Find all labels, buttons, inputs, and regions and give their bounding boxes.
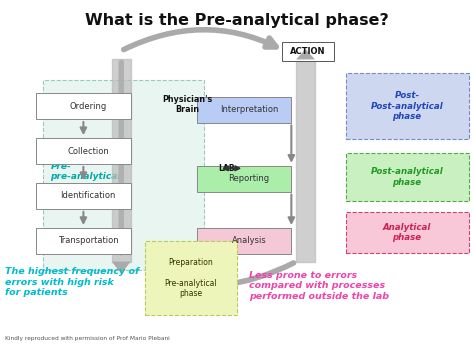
- Text: Kindly reproduced with permission of Prof Mario Plebani: Kindly reproduced with permission of Pro…: [5, 336, 170, 341]
- Polygon shape: [112, 262, 131, 274]
- Text: Post-
Post-analytical
phase: Post- Post-analytical phase: [371, 91, 444, 121]
- Text: LAB: LAB: [219, 164, 235, 173]
- Polygon shape: [296, 49, 315, 59]
- Text: Pre-
pre-analytical
phase: Pre- pre-analytical phase: [50, 162, 121, 192]
- FancyBboxPatch shape: [36, 93, 131, 119]
- Text: Ordering: Ordering: [70, 102, 107, 111]
- Text: The highest frequency of
errors with high risk
for patients: The highest frequency of errors with hig…: [5, 268, 139, 297]
- FancyBboxPatch shape: [346, 212, 469, 253]
- FancyBboxPatch shape: [197, 166, 292, 192]
- Text: Collection: Collection: [67, 146, 109, 155]
- FancyBboxPatch shape: [197, 96, 292, 122]
- Text: Physician's
Brain: Physician's Brain: [162, 95, 212, 114]
- FancyBboxPatch shape: [36, 228, 131, 254]
- Text: ACTION: ACTION: [290, 47, 326, 56]
- Text: Reporting: Reporting: [228, 174, 269, 183]
- Text: Interpretation: Interpretation: [219, 105, 278, 114]
- Text: What is the Pre-analytical phase?: What is the Pre-analytical phase?: [85, 13, 389, 28]
- Text: Identification: Identification: [61, 192, 116, 201]
- Polygon shape: [112, 59, 131, 262]
- FancyBboxPatch shape: [282, 42, 334, 61]
- Text: Less prone to errors
compared with processes
performed outside the lab: Less prone to errors compared with proce…: [249, 271, 389, 301]
- FancyBboxPatch shape: [346, 153, 469, 201]
- Text: Transportation: Transportation: [58, 236, 118, 245]
- Text: Analysis: Analysis: [231, 236, 266, 245]
- Polygon shape: [296, 59, 315, 262]
- FancyBboxPatch shape: [36, 183, 131, 209]
- Text: Post-analytical
phase: Post-analytical phase: [371, 167, 444, 187]
- Text: Analytical
phase: Analytical phase: [383, 222, 431, 242]
- FancyBboxPatch shape: [145, 241, 237, 315]
- FancyBboxPatch shape: [346, 73, 469, 139]
- FancyBboxPatch shape: [197, 228, 292, 254]
- FancyBboxPatch shape: [43, 80, 204, 270]
- FancyBboxPatch shape: [36, 138, 131, 164]
- Text: Preparation

Pre-analytical
phase: Preparation Pre-analytical phase: [164, 258, 217, 298]
